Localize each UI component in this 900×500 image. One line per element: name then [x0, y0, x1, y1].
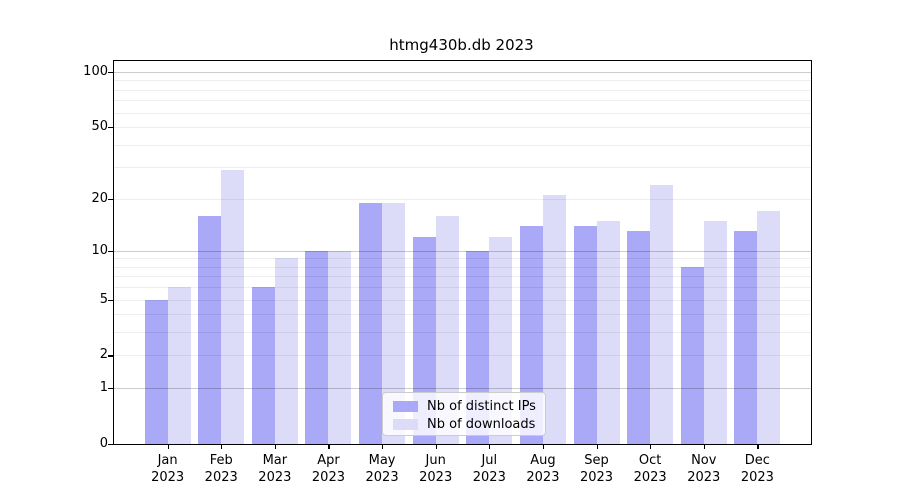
plot-area: Nb of distinct IPs Nb of downloads 0 1 2 5 1… [83, 60, 812, 485]
x-tick-mark [328, 444, 330, 449]
gridline-minor [114, 299, 811, 301]
x-tick-label: Oct 2023 [633, 453, 667, 485]
x-tick-mark [435, 444, 437, 449]
bar-distinct-ips-nov [680, 266, 704, 444]
gridline-major [114, 388, 811, 390]
y-tick-label: 2 [99, 347, 108, 363]
y-tick-mark [108, 388, 114, 390]
gridline-minor [114, 314, 811, 316]
bar-downloads-feb [221, 169, 245, 444]
y-tick-mark [108, 127, 114, 129]
x-tick-mark [757, 444, 759, 449]
x-tick-mark [596, 444, 598, 449]
y-tick-label: 100 [83, 64, 108, 79]
bar-distinct-ips-may [359, 202, 383, 444]
legend-row-downloads: Nb of downloads [393, 416, 537, 433]
gridline-minor [114, 332, 811, 334]
legend-label-distinct-ips: Nb of distinct IPs [427, 399, 536, 414]
x-tick-label: Apr 2023 [311, 453, 345, 485]
y-tick-mark [108, 355, 114, 357]
bar-downloads-apr [328, 250, 352, 444]
bar-distinct-ips-oct [627, 231, 651, 444]
bar-downloads-oct [650, 184, 674, 444]
bar-distinct-ips-sep [573, 225, 597, 444]
bar-distinct-ips-aug [519, 225, 543, 444]
y-tick-label: 1 [99, 380, 108, 396]
x-tick-label: Sep 2023 [579, 453, 614, 485]
gridline-minor [114, 266, 811, 268]
gridline-minor [114, 287, 811, 289]
x-tick-label: Jan 2023 [151, 453, 185, 485]
y-tick-mark [108, 72, 114, 74]
y-tick-label: 10 [91, 242, 108, 258]
gridline-minor [114, 100, 811, 102]
gridline-minor [114, 258, 811, 260]
x-tick-label: May 2023 [365, 453, 399, 485]
y-tick-mark [108, 299, 114, 301]
bar-downloads-mar [274, 258, 298, 444]
gridline-minor [114, 112, 811, 114]
bar-downloads-nov [703, 220, 727, 444]
y-tick-label: 20 [91, 190, 108, 206]
y-tick-label: 50 [91, 119, 108, 135]
y-tick-mark [108, 198, 114, 200]
x-tick-label: Nov 2023 [687, 453, 721, 485]
x-tick-mark [542, 444, 545, 449]
chart-title: htmg430b.db 2023 [389, 36, 534, 54]
legend-label-downloads: Nb of downloads [427, 417, 536, 432]
gridline-major [114, 72, 811, 73]
bar-downloads-sep [596, 220, 620, 444]
x-tick-label: Dec 2023 [740, 453, 774, 485]
bar-downloads-dec [757, 211, 781, 444]
x-tick-mark [274, 444, 277, 449]
gridline-minor [114, 127, 811, 129]
y-tick-label: 5 [99, 291, 108, 307]
x-tick-label: Mar 2023 [258, 453, 292, 485]
x-tick-mark [382, 444, 384, 449]
bar-distinct-ips-mar [251, 287, 275, 444]
bar-distinct-ips-dec [734, 231, 758, 444]
legend-row-distinct-ips: Nb of distinct IPs [393, 398, 537, 415]
bar-distinct-ips-feb [198, 215, 222, 444]
gridline-minor [114, 355, 811, 357]
bar-downloads-aug [542, 194, 566, 444]
x-tick-mark [489, 444, 491, 449]
bar-downloads-may [382, 202, 406, 444]
y-tick-mark [108, 444, 114, 446]
bar-downloads-jun [435, 215, 459, 444]
x-tick-mark [221, 444, 223, 449]
gridline-minor [114, 276, 811, 278]
gridline-major [114, 250, 811, 252]
x-tick-mark [167, 444, 169, 449]
gridline-minor [114, 167, 811, 169]
x-tick-label: Jul 2023 [472, 453, 506, 485]
x-tick-label: Feb 2023 [204, 453, 238, 485]
x-tick-mark [703, 444, 705, 449]
y-tick-label: 0 [99, 436, 108, 451]
gridline-minor [114, 198, 811, 200]
x-tick-mark [650, 444, 652, 449]
gridline-minor [114, 144, 811, 146]
legend: Nb of distinct IPs Nb of downloads [382, 392, 546, 436]
y-tick-mark [108, 250, 114, 252]
gridline-minor [114, 89, 811, 91]
legend-swatch-distinct-ips [393, 401, 418, 412]
x-tick-label: Jun 2023 [419, 453, 453, 485]
bar-downloads-jan [167, 287, 191, 444]
x-tick-label: Aug 2023 [526, 453, 560, 485]
bar-distinct-ips-apr [305, 250, 329, 444]
legend-swatch-downloads [393, 419, 418, 430]
gridline-minor [114, 80, 811, 82]
bar-distinct-ips-jan [144, 299, 168, 444]
